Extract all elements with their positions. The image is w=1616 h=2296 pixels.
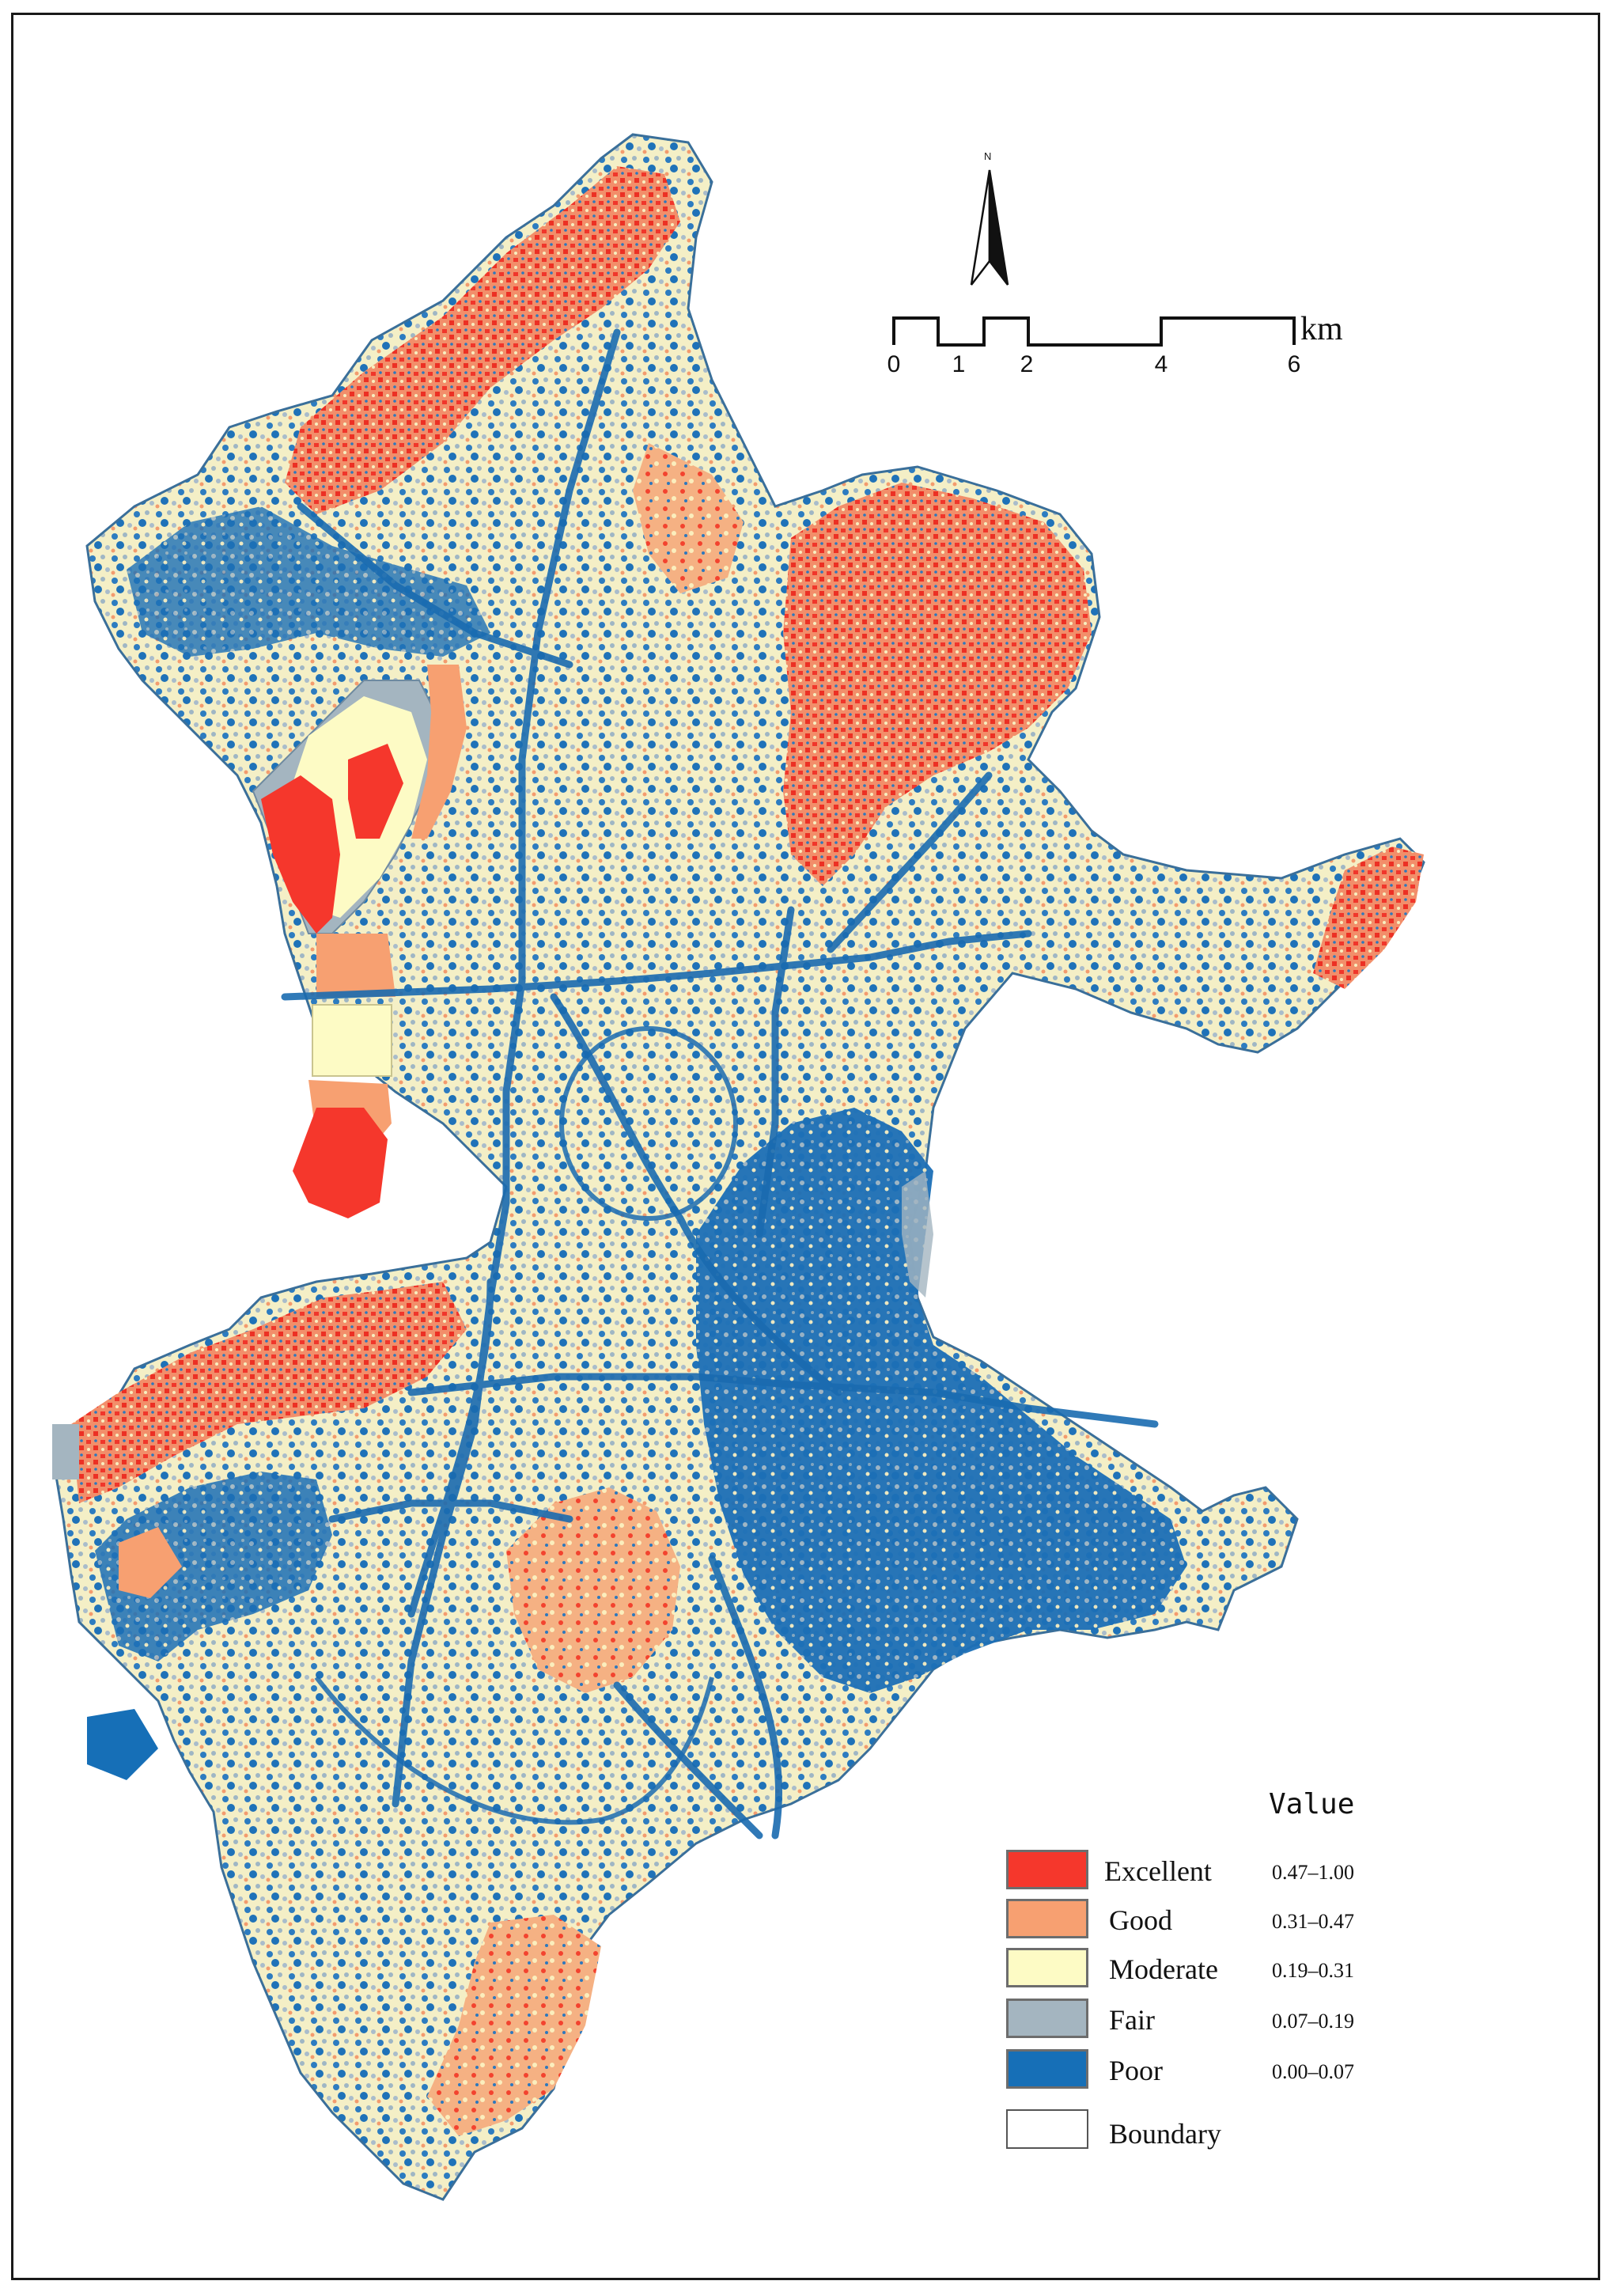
poor-zone-west — [95, 1472, 332, 1661]
legend-swatch-excellent — [1006, 1850, 1088, 1889]
excellent-zone-northeast — [783, 483, 1092, 886]
excellent-zone-north — [285, 166, 680, 514]
legend-title: Value — [1269, 1788, 1355, 1821]
legend-label: Poor — [1109, 2055, 1164, 2086]
legend-range: 0.07–0.19 — [1272, 2010, 1354, 2033]
beach-east — [902, 1171, 933, 1298]
legend-range: 0.47–1.00 — [1272, 1861, 1354, 1884]
excellent-zone-cape — [1313, 847, 1424, 989]
scale-tick-1: 1 — [952, 351, 966, 377]
legend-range: 0.19–0.31 — [1272, 1959, 1354, 1982]
scale-tick-6: 6 — [1287, 351, 1301, 377]
scale-bar — [892, 316, 1296, 347]
good-zone-northeast-bay — [633, 443, 744, 593]
legend-item-poor: Poor 0.00–0.07 — [1006, 2049, 1560, 2090]
parcel-excellent-north-b — [348, 744, 403, 839]
legend-label: Excellent — [1104, 1855, 1212, 1887]
legend-item-boundary: Boundary — [1006, 2109, 1560, 2150]
legend-label: Good — [1109, 1904, 1172, 1936]
parcel-good-mid — [316, 934, 395, 997]
legend-item-moderate: Moderate 0.19–0.31 — [1006, 1948, 1560, 1989]
legend-swatch-good — [1006, 1899, 1088, 1938]
parcel-blue-sw — [87, 1709, 158, 1780]
legend-label: Fair — [1109, 2004, 1155, 2036]
parcel-excellent-north — [261, 775, 340, 934]
legend-label: Moderate — [1109, 1953, 1218, 1985]
legend-item-excellent: Excellent 0.47–1.00 — [1006, 1850, 1560, 1891]
parcel-fair-sw — [52, 1424, 79, 1480]
good-zone-south-hill — [506, 1487, 680, 1693]
legend-swatch-moderate — [1006, 1948, 1088, 1987]
legend-range: 0.00–0.07 — [1272, 2060, 1354, 2083]
north-arrow-icon — [970, 169, 1009, 286]
scale-tick-2: 2 — [1020, 351, 1034, 377]
poor-zone-core — [696, 1108, 1186, 1693]
parcel-excellent-south — [293, 1108, 388, 1218]
road-network — [281, 328, 1159, 1839]
legend-swatch-poor — [1006, 2049, 1088, 2089]
excellent-zone-southwest — [71, 1282, 467, 1503]
scale-unit: km — [1300, 311, 1343, 347]
legend-item-good: Good 0.31–0.47 — [1006, 1899, 1560, 1940]
parcel-good-sw — [119, 1527, 182, 1598]
north-label: N — [984, 150, 992, 162]
parcel-good-north — [411, 665, 467, 839]
legend-item-fair: Fair 0.07–0.19 — [1006, 1999, 1560, 2040]
scale-tick-0: 0 — [887, 351, 901, 377]
good-zone-south-tip — [427, 1915, 601, 2136]
poor-zone-north — [127, 506, 490, 657]
legend-swatch-boundary — [1006, 2109, 1088, 2149]
legend-swatch-fair — [1006, 1999, 1088, 2038]
parcel-moderate-mid — [312, 1004, 392, 1077]
legend-label: Boundary — [1109, 2118, 1221, 2150]
scale-tick-4: 4 — [1154, 351, 1168, 377]
legend-range: 0.31–0.47 — [1272, 1910, 1354, 1933]
ring-road — [314, 1026, 738, 1825]
